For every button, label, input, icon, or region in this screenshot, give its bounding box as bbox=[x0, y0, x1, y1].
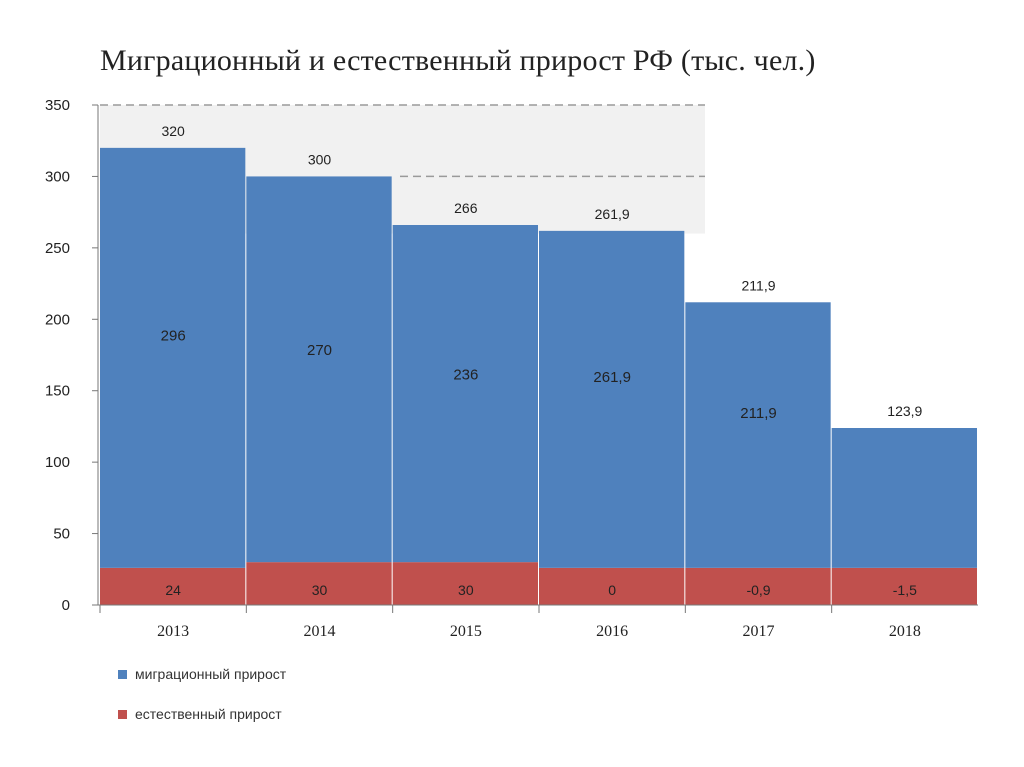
y-tick-label: 250 bbox=[45, 240, 70, 257]
x-tick-label: 2014 bbox=[304, 623, 336, 640]
bar-migration-2018 bbox=[831, 428, 977, 568]
data-label-migration-2014: 270 bbox=[307, 342, 332, 359]
legend-label-migration: миграционный прирост bbox=[135, 666, 287, 682]
legend-label-natural: естественный прирост bbox=[135, 706, 282, 722]
data-label-migration-2013: 296 bbox=[161, 328, 186, 345]
data-label-total-2017: 211,9 bbox=[742, 277, 776, 293]
legend-swatch-natural bbox=[118, 709, 127, 719]
chart-title: Миграционный и естественный прирост РФ (… bbox=[100, 44, 816, 77]
data-label-total-2015: 266 bbox=[454, 200, 478, 216]
x-tick-label: 2015 bbox=[450, 623, 482, 640]
data-label-migration-2016: 261,9 bbox=[593, 369, 631, 386]
data-label-total-2016: 261,9 bbox=[595, 206, 630, 222]
data-label-natural-2013: 24 bbox=[165, 582, 181, 598]
bar-natural-2017 bbox=[685, 567, 831, 605]
data-label-total-2018: 123,9 bbox=[887, 403, 922, 419]
data-label-natural-2014: 30 bbox=[312, 582, 328, 598]
bar-natural-2018 bbox=[831, 567, 977, 605]
bar-migration-2015 bbox=[392, 225, 538, 563]
bar-migration-2014 bbox=[246, 176, 392, 563]
data-label-natural-2016: 0 bbox=[608, 582, 616, 598]
x-tick-label: 2013 bbox=[157, 623, 189, 640]
data-label-total-2013: 320 bbox=[161, 123, 185, 139]
x-tick-label: 2016 bbox=[596, 623, 628, 640]
y-tick-label: 0 bbox=[62, 597, 70, 614]
bar-migration-2013 bbox=[100, 147, 246, 568]
bar-migration-2016 bbox=[539, 230, 685, 568]
data-label-natural-2017: -0,9 bbox=[746, 582, 770, 598]
y-tick-label: 350 bbox=[45, 97, 70, 114]
x-tick-label: 2018 bbox=[889, 623, 921, 640]
data-label-migration-2017: 211,9 bbox=[740, 405, 776, 422]
y-tick-label: 300 bbox=[45, 168, 70, 185]
y-tick-label: 150 bbox=[45, 383, 70, 400]
data-label-natural-2015: 30 bbox=[458, 582, 474, 598]
y-tick-label: 200 bbox=[45, 311, 70, 328]
bar-migration-2017 bbox=[685, 302, 831, 568]
legend-item-migration: миграционный прирост bbox=[118, 666, 286, 682]
bar-natural-2016 bbox=[539, 567, 685, 605]
bar-natural-2014 bbox=[246, 562, 392, 605]
x-tick-label: 2017 bbox=[743, 623, 775, 640]
bar-natural-2015 bbox=[392, 562, 538, 605]
data-label-migration-2015: 236 bbox=[453, 366, 478, 383]
legend-swatch-migration bbox=[118, 669, 127, 679]
y-tick-label: 50 bbox=[53, 526, 70, 543]
data-label-natural-2018: -1,5 bbox=[893, 582, 917, 598]
bar-natural-2013 bbox=[100, 567, 246, 605]
y-tick-label: 100 bbox=[45, 454, 70, 471]
legend-item-natural: естественный прирост bbox=[118, 706, 282, 722]
data-label-total-2014: 300 bbox=[308, 151, 332, 167]
